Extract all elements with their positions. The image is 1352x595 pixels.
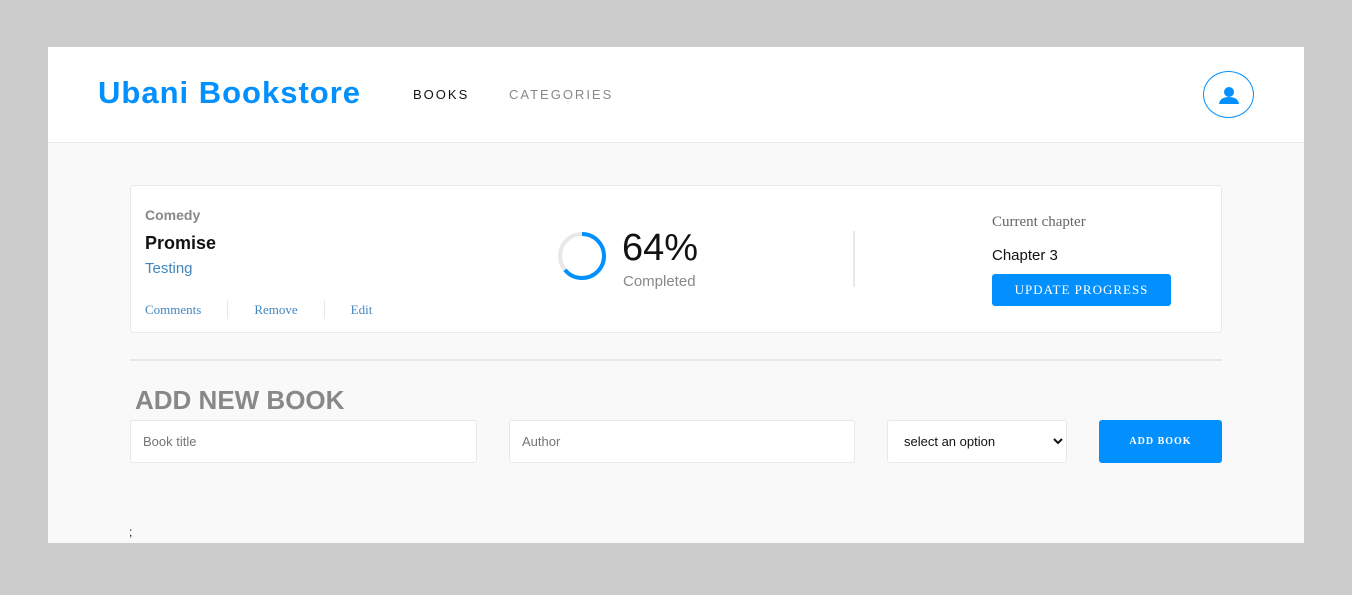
edit-link[interactable]: Edit: [350, 301, 373, 317]
completed-label: Completed: [623, 273, 696, 290]
divider: [130, 359, 1222, 361]
add-book-button[interactable]: ADD BOOK: [1099, 420, 1222, 463]
stray-text: ;: [129, 525, 133, 539]
book-card: Comedy Promise Testing Comments Remove E…: [130, 185, 1222, 333]
logo[interactable]: Ubani Bookstore: [98, 75, 362, 110]
book-author: Testing: [145, 260, 193, 277]
nav-books[interactable]: BOOKS: [413, 87, 470, 102]
add-book-heading: ADD NEW BOOK: [135, 385, 345, 415]
progress-ring: [558, 232, 606, 280]
remove-link[interactable]: Remove: [254, 301, 298, 317]
user-icon: [1218, 86, 1239, 104]
book-title: Promise: [145, 233, 217, 253]
user-button[interactable]: [1203, 71, 1254, 118]
category-select[interactable]: select an option: [887, 420, 1067, 463]
book-category: Comedy: [145, 207, 201, 223]
progress-arc: [558, 232, 606, 280]
divider: [227, 300, 229, 319]
update-progress-button[interactable]: UPDATE PROGRESS: [992, 274, 1171, 306]
divider: [853, 231, 855, 287]
comments-link[interactable]: Comments: [145, 301, 202, 317]
progress-percent: 64%: [622, 227, 699, 269]
divider: [323, 300, 325, 319]
nav-categories[interactable]: CATEGORIES: [509, 87, 614, 102]
current-chapter-label: Current chapter: [992, 214, 1086, 230]
current-chapter: Chapter 3: [992, 247, 1058, 264]
book-actions: Comments Remove Edit: [145, 300, 372, 319]
page: Ubani Bookstore BOOKS CATEGORIES Comedy …: [48, 47, 1304, 543]
header: Ubani Bookstore BOOKS CATEGORIES: [48, 47, 1304, 143]
author-input[interactable]: [509, 420, 855, 463]
book-title-input[interactable]: [130, 420, 477, 463]
